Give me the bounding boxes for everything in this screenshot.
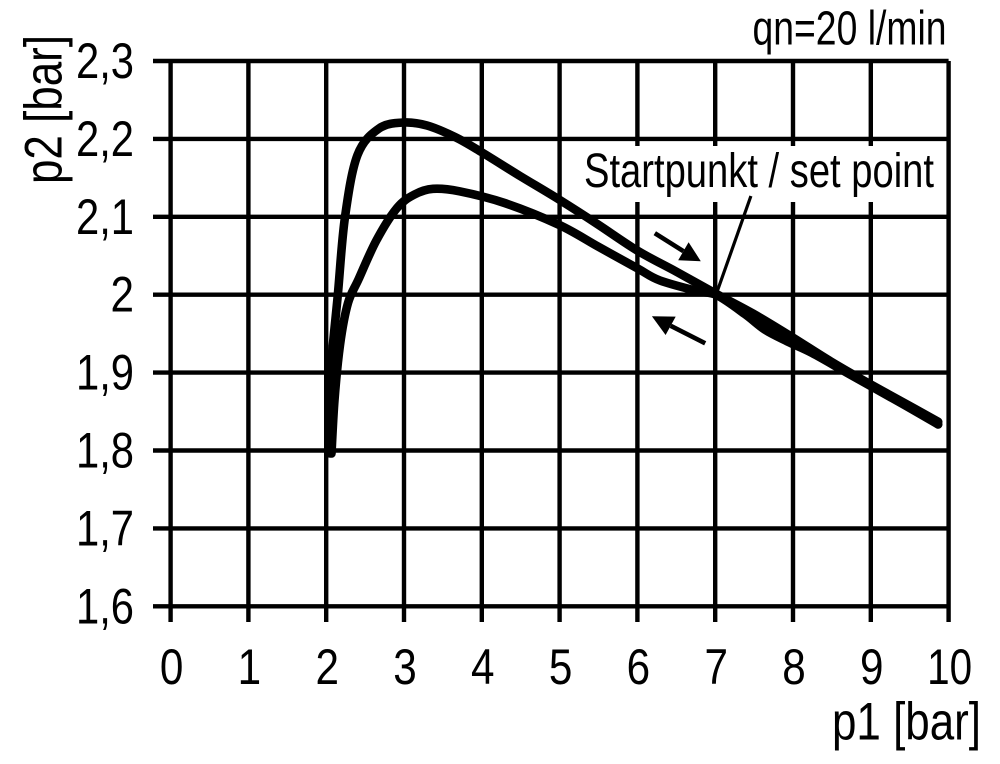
svg-text:2,2: 2,2 <box>76 111 134 167</box>
svg-text:p2 [bar]: p2 [bar] <box>15 35 74 184</box>
svg-text:6: 6 <box>627 639 651 695</box>
svg-text:2,3: 2,3 <box>76 33 134 89</box>
svg-text:Startpunkt / set point: Startpunkt / set point <box>584 145 934 198</box>
svg-text:1,6: 1,6 <box>76 578 134 634</box>
svg-text:1: 1 <box>238 639 262 695</box>
svg-text:1,9: 1,9 <box>76 345 134 401</box>
svg-text:3: 3 <box>393 639 417 695</box>
svg-text:10: 10 <box>927 639 972 695</box>
svg-text:1,7: 1,7 <box>76 500 134 556</box>
svg-text:5: 5 <box>549 639 573 695</box>
svg-text:0: 0 <box>160 639 184 695</box>
svg-text:4: 4 <box>471 639 495 695</box>
svg-text:p1 [bar]: p1 [bar] <box>832 692 981 751</box>
svg-text:2: 2 <box>111 267 135 323</box>
svg-text:8: 8 <box>782 639 806 695</box>
svg-text:9: 9 <box>860 639 884 695</box>
svg-text:qn=20 l/min: qn=20 l/min <box>753 2 947 55</box>
svg-text:2: 2 <box>315 639 339 695</box>
svg-text:7: 7 <box>704 639 728 695</box>
svg-text:1,8: 1,8 <box>76 423 134 479</box>
svg-text:2,1: 2,1 <box>76 189 134 245</box>
